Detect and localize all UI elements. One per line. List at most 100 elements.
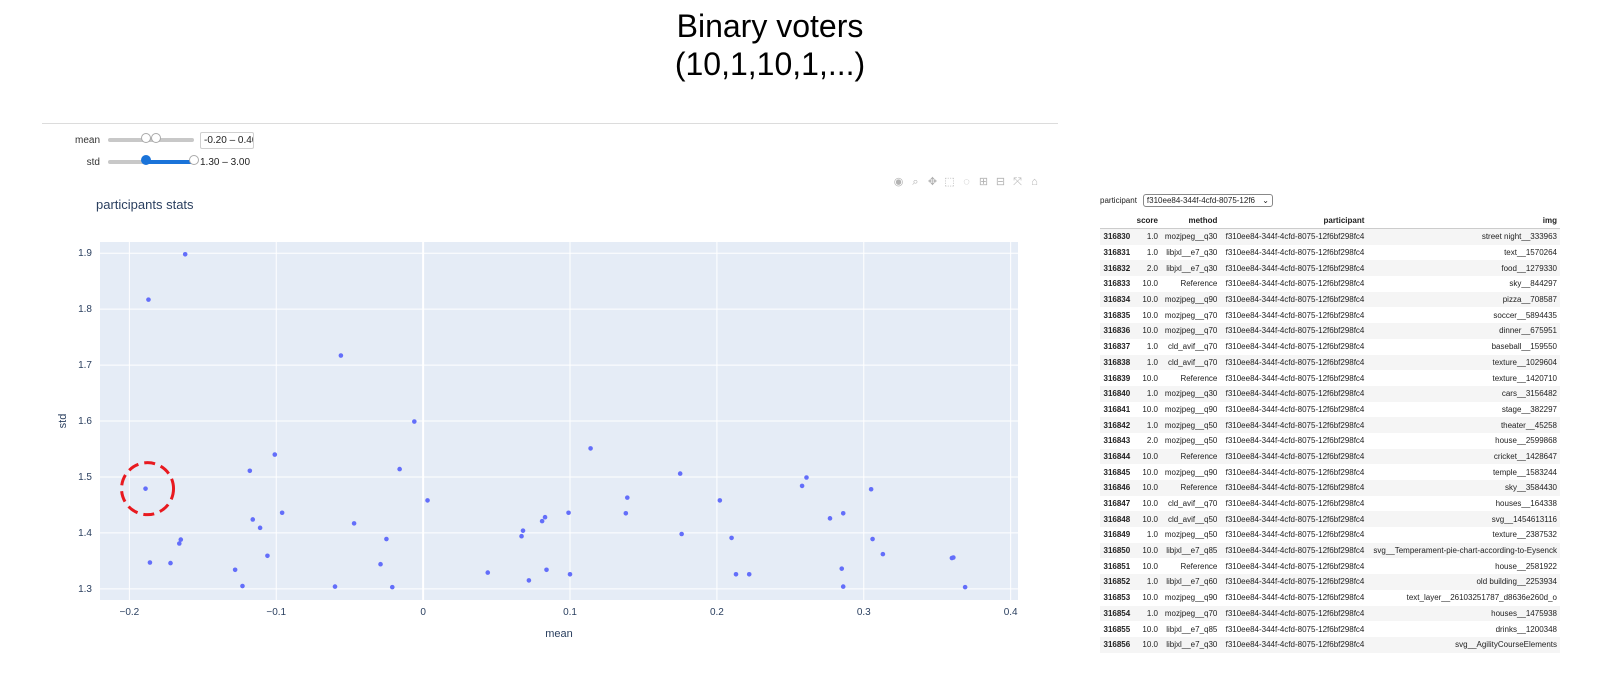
data-point <box>232 567 238 573</box>
participant-select-value: f310ee84-344f-4cfd-8075-12f6 <box>1146 195 1256 205</box>
camera-icon[interactable]: ◉ <box>893 176 904 188</box>
pan-icon[interactable]: ✥ <box>927 176 938 188</box>
data-point <box>566 510 571 516</box>
participant-cell: f310ee84-344f-4cfd-8075-12f6bf298fc4 <box>1225 608 1365 618</box>
method-cell: Reference <box>1180 279 1218 289</box>
data-point <box>332 584 338 589</box>
table-row: 316845 10.0 mozjpeg__q90 f310ee84-344f-4cfd… <box>1100 464 1560 480</box>
table-row: 316835 10.0 mozjpeg__q70 f310ee84-344f-4cfd… <box>1100 307 1560 323</box>
row-index: 316843 <box>1103 436 1131 446</box>
img-cell: svg__Temperament-pie-chart-according-to-… <box>1373 546 1557 556</box>
participant-cell: f310ee84-344f-4cfd-8075-12f6bf298fc4 <box>1225 420 1365 430</box>
method-cell: mozjpeg__q70 <box>1164 310 1218 320</box>
data-point <box>384 536 389 542</box>
score-cell: 10.0 <box>1142 310 1158 320</box>
autoscale-icon[interactable]: ⤧ <box>1013 176 1022 188</box>
participant-cell: f310ee84-344f-4cfd-8075-12f6bf298fc4 <box>1225 232 1365 242</box>
img-cell: sky__844297 <box>1509 279 1557 289</box>
score-cell: 1.0 <box>1146 342 1158 352</box>
lasso-icon[interactable]: ◌ <box>963 176 970 188</box>
data-point <box>679 531 684 537</box>
score-cell: 10.0 <box>1142 640 1158 650</box>
participant-cell: f310ee84-344f-4cfd-8075-12f6bf298fc4 <box>1225 263 1365 273</box>
participant-cell: f310ee84-344f-4cfd-8075-12f6bf298fc4 <box>1225 342 1365 352</box>
img-cell: theater__45258 <box>1500 420 1557 430</box>
method-cell: libjxl__e7_q60 <box>1166 577 1218 587</box>
column-header: method <box>1160 213 1221 229</box>
divider <box>42 123 1058 124</box>
score-cell: 1.0 <box>1146 530 1158 540</box>
box-select-icon[interactable]: ⬚ <box>944 176 955 188</box>
row-index: 316845 <box>1103 467 1131 477</box>
data-point <box>519 533 524 539</box>
data-point <box>378 561 383 567</box>
method-cell: cld_avif__q50 <box>1168 514 1218 524</box>
data-point <box>485 570 491 575</box>
table-row: 316841 10.0 mozjpeg__q90 f310ee84-344f-4cfd… <box>1100 402 1560 418</box>
row-index: 316836 <box>1103 326 1131 336</box>
data-point <box>412 419 417 424</box>
mean-slider-high-handle[interactable] <box>151 133 162 143</box>
std-slider-track[interactable] <box>108 155 199 165</box>
y-axis-label: std <box>57 414 69 429</box>
img-cell: pizza__708587 <box>1502 295 1557 305</box>
x-tick-label: 0.2 <box>710 607 724 618</box>
data-point <box>746 571 752 577</box>
method-cell: Reference <box>1180 451 1218 461</box>
zoom-icon[interactable]: ⌕ <box>912 176 919 188</box>
method-cell: cld_avif__q70 <box>1168 499 1218 509</box>
table-header-row: score method participant img <box>1100 213 1560 229</box>
table-row: 316836 10.0 mozjpeg__q70 f310ee84-344f-4cfd… <box>1100 323 1560 339</box>
data-point <box>868 486 874 492</box>
row-index: 316852 <box>1103 577 1131 587</box>
row-index: 316839 <box>1103 373 1131 383</box>
std-slider-label: std <box>86 156 100 168</box>
img-cell: house__2599868 <box>1495 436 1557 446</box>
img-cell: soccer__5894435 <box>1493 310 1557 320</box>
method-cell: cld_avif__q70 <box>1168 342 1218 352</box>
votes-table: score method participant img 316830 1.0 mozjp… <box>1100 213 1560 653</box>
score-cell: 10.0 <box>1142 499 1158 509</box>
data-point <box>733 571 739 577</box>
participant-cell: f310ee84-344f-4cfd-8075-12f6bf298fc4 <box>1225 451 1365 461</box>
participant-cell: f310ee84-344f-4cfd-8075-12f6bf298fc4 <box>1225 436 1365 446</box>
row-index: 316849 <box>1103 530 1131 540</box>
slide-title-line1: Binary voters <box>676 8 864 44</box>
method-cell: mozjpeg__q30 <box>1164 232 1218 242</box>
zoom-out-icon[interactable]: ⊟ <box>995 176 1006 188</box>
participant-cell: f310ee84-344f-4cfd-8075-12f6bf298fc4 <box>1225 357 1365 367</box>
zoom-in-icon[interactable]: ⊞ <box>978 176 989 188</box>
table-row: 316842 1.0 mozjpeg__q50 f310ee84-344f-4cfd-… <box>1100 417 1560 433</box>
score-cell: 10.0 <box>1142 483 1158 493</box>
participant-cell: f310ee84-344f-4cfd-8075-12f6bf298fc4 <box>1225 514 1365 524</box>
score-cell: 1.0 <box>1146 420 1158 430</box>
participant-select[interactable]: f310ee84-344f-4cfd-8075-12f6 ⌄ <box>1142 193 1273 207</box>
x-ticks: −0.2 −0.1 0 0.1 0.2 0.3 0.4 <box>120 607 1019 618</box>
row-index: 316840 <box>1103 389 1131 399</box>
std-slider-high-handle[interactable] <box>189 155 199 165</box>
mean-range-slider[interactable]: mean -0.20 – 0.40 <box>60 130 254 150</box>
img-cell: texture__2387532 <box>1492 530 1558 540</box>
column-header: score <box>1133 213 1161 229</box>
participant-cell: f310ee84-344f-4cfd-8075-12f6bf298fc4 <box>1225 499 1365 509</box>
data-point <box>951 555 956 560</box>
reset-axes-icon[interactable]: ⌂ <box>1031 176 1038 188</box>
table-row: 316831 1.0 libjxl__e7_q30 f310ee84-344f-4cf… <box>1100 245 1560 261</box>
column-header <box>1100 213 1134 229</box>
table-row: 316838 1.0 cld_avif__q70 f310ee84-344f-4cfd… <box>1100 354 1560 371</box>
table-row: 316848 10.0 cld_avif__q50 f310ee84-344f-4cf… <box>1100 511 1560 528</box>
img-cell: text__1570264 <box>1504 248 1557 258</box>
mean-slider-low-handle[interactable] <box>140 133 151 143</box>
mean-slider-track[interactable] <box>108 133 194 143</box>
std-slider-low-handle[interactable] <box>140 155 151 165</box>
img-cell: house__2581922 <box>1495 561 1557 571</box>
table-row: 316833 10.0 Reference f310ee84-344f-4cfd-80… <box>1100 276 1560 292</box>
y-tick-label: 1.4 <box>78 528 92 539</box>
data-point <box>272 452 278 457</box>
img-cell: sky__3584430 <box>1504 483 1557 493</box>
std-range-slider[interactable]: std 1.30 – 3.00 <box>60 152 250 172</box>
img-cell: houses__1475938 <box>1491 608 1557 618</box>
participant-cell: f310ee84-344f-4cfd-8075-12f6bf298fc4 <box>1225 546 1365 556</box>
method-cell: cld_avif__q70 <box>1168 357 1218 367</box>
data-point <box>880 551 886 557</box>
